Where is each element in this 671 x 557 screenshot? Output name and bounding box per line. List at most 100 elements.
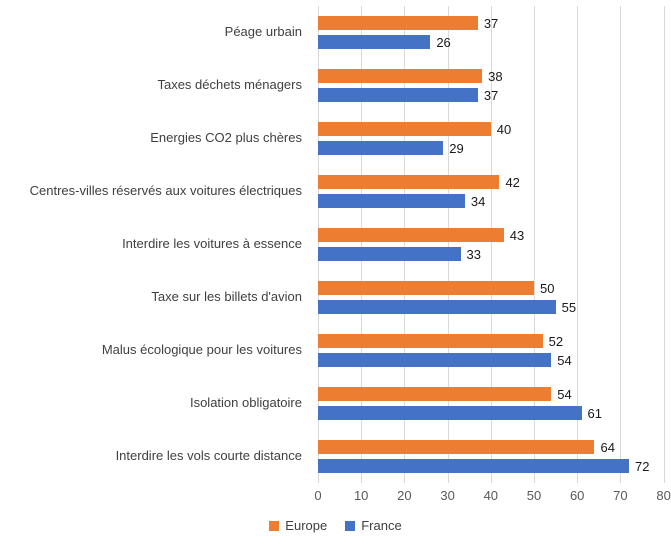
bar-europe [318, 281, 534, 295]
gridline [620, 6, 622, 483]
bar-group: 43 33 [318, 227, 525, 262]
value-label: 55 [561, 299, 577, 315]
category-label: Péage urbain [224, 24, 302, 40]
bar-line: 72 [318, 458, 650, 474]
category-row: Taxe sur les billets d'avion 50 55 [0, 271, 671, 324]
value-label: 37 [483, 15, 499, 31]
gridline [318, 6, 319, 483]
value-label: 42 [505, 174, 520, 190]
legend: Europe France [0, 518, 671, 533]
x-tick-label: 0 [314, 488, 322, 503]
bar-france [318, 406, 582, 420]
category-label: Energies CO2 plus chères [150, 130, 302, 146]
bar-line: 64 [318, 439, 650, 455]
bar-europe [318, 69, 483, 83]
x-tick-label: 50 [526, 488, 542, 503]
bar-line: 54 [318, 386, 602, 402]
value-label: 29 [449, 140, 464, 156]
gridline [447, 6, 449, 483]
gridline [663, 6, 665, 483]
x-tick-label: 70 [613, 488, 628, 503]
bar-line: 61 [318, 405, 602, 421]
bar-line: 29 [318, 140, 511, 156]
category-label: Interdire les vols courte distance [115, 448, 302, 464]
legend-item-france: France [345, 518, 402, 533]
bar-group: 42 34 [318, 174, 520, 209]
category-row: Energies CO2 plus chères 40 29 [0, 112, 671, 165]
bar-line: 33 [318, 246, 524, 262]
category-row: Malus écologique pour les voitures 52 54 [0, 324, 671, 377]
value-label: 52 [548, 333, 564, 349]
legend-item-europe: Europe [269, 518, 327, 533]
gridline [361, 6, 363, 483]
value-label: 40 [496, 121, 512, 137]
bar-line: 37 [318, 87, 503, 103]
bar-group: 37 26 [318, 15, 499, 50]
chart-rows: Péage urbain 37 26 Taxes déchets ménagers 38… [0, 6, 671, 483]
category-row: Taxes déchets ménagers 38 37 [0, 59, 671, 112]
bar-line: 40 [318, 121, 512, 137]
bar-line: 34 [318, 193, 520, 209]
value-label: 54 [557, 386, 572, 402]
category-label: Isolation obligatoire [189, 395, 302, 411]
bar-group: 50 55 [318, 280, 577, 315]
value-label: 26 [436, 34, 451, 50]
bar-line: 54 [318, 352, 572, 368]
gridline [534, 6, 535, 483]
bar-europe [318, 440, 595, 454]
x-tick-label: 60 [569, 488, 585, 503]
value-label: 54 [557, 352, 572, 368]
value-label: 38 [488, 68, 503, 84]
bar-group: 38 37 [318, 68, 503, 103]
bar-europe [318, 122, 491, 136]
bar-line: 43 [318, 227, 525, 243]
gridline [577, 6, 579, 483]
bar-line: 52 [318, 333, 572, 349]
legend-label: Europe [285, 518, 328, 533]
legend-label: France [361, 518, 402, 533]
category-row: Isolation obligatoire 54 61 [0, 377, 671, 430]
x-tick-label: 40 [483, 488, 499, 503]
x-tick-label: 30 [440, 488, 455, 503]
x-tick-label: 80 [656, 488, 671, 503]
bar-france [318, 141, 444, 155]
category-label: Centres-villes réservés aux voitures éle… [29, 183, 302, 199]
bar-line: 26 [318, 34, 498, 50]
bar-line: 42 [318, 174, 520, 190]
bar-europe [318, 334, 543, 348]
legend-swatch-europe [269, 520, 280, 531]
gridline [404, 6, 406, 483]
x-tick-label: 20 [397, 488, 412, 503]
value-label: 43 [509, 227, 525, 243]
bar-france [318, 194, 465, 208]
category-row: Interdire les vols courte distance 64 72 [0, 430, 671, 483]
bar-france [318, 353, 552, 367]
bar-group: 52 54 [318, 333, 572, 368]
value-label: 64 [600, 439, 615, 455]
value-label: 61 [587, 405, 602, 421]
bar-group: 54 61 [318, 386, 602, 421]
category-row: Centres-villes réservés aux voitures éle… [0, 165, 671, 218]
value-label: 33 [466, 246, 482, 262]
bar-france [318, 88, 478, 102]
category-label: Taxes déchets ménagers [157, 77, 302, 93]
bar-line: 38 [318, 68, 503, 84]
gridline [490, 6, 492, 483]
value-label: 37 [483, 87, 499, 103]
category-label: Malus écologique pour les voitures [101, 342, 302, 358]
x-axis: 0 10 20 30 40 50 60 70 80 [314, 488, 671, 506]
x-tick-label: 10 [353, 488, 369, 503]
value-label: 50 [540, 280, 555, 296]
bar-europe [318, 228, 504, 242]
bar-europe [318, 175, 500, 189]
category-label: Interdire les voitures à essence [122, 236, 302, 252]
category-row: Interdire les voitures à essence 43 33 [0, 218, 671, 271]
value-label: 72 [635, 458, 650, 474]
bar-line: 50 [318, 280, 576, 296]
bar-europe [318, 387, 552, 401]
bar-line: 37 [318, 15, 499, 31]
bar-group: 40 29 [318, 121, 512, 156]
legend-swatch-france [345, 520, 356, 531]
value-label: 34 [470, 193, 486, 209]
